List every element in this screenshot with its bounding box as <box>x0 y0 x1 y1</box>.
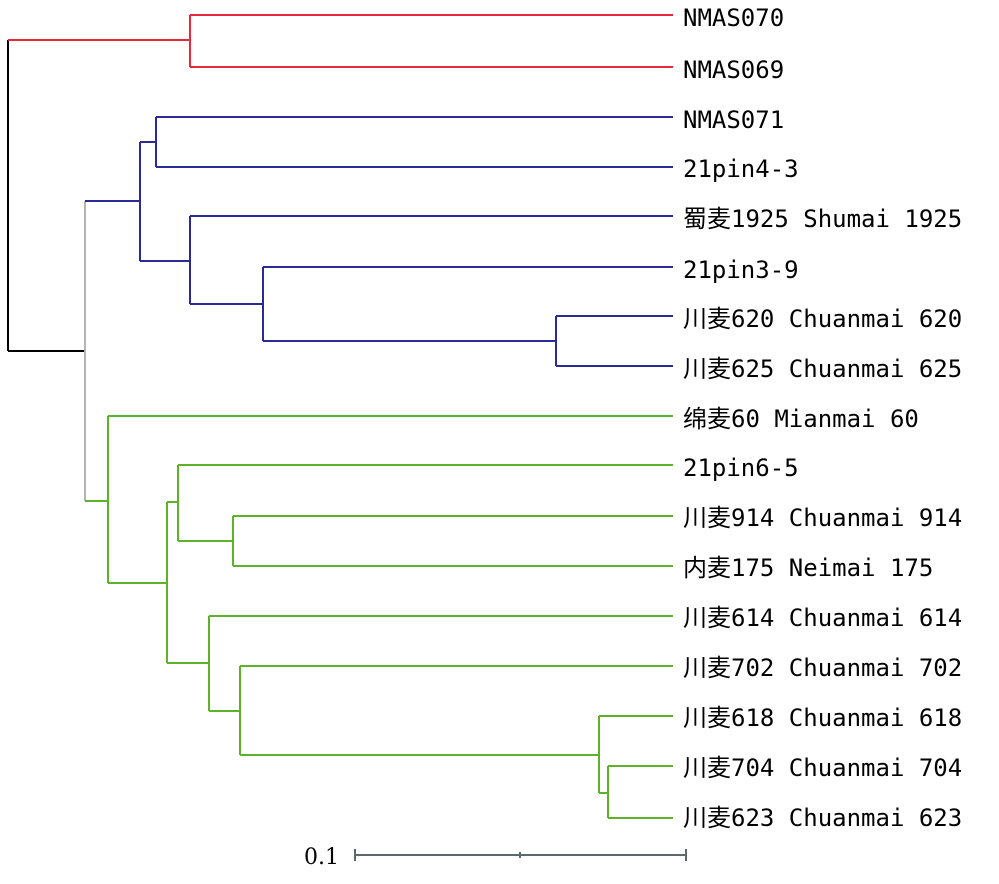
leaf-labels: NMAS070 NMAS069 NMAS071 21pin4-3 蜀麦1925 Shum… <box>683 4 962 832</box>
leaf-label: 川麦620 Chuanmai 620 <box>683 305 962 333</box>
tree-branches <box>7 14 673 819</box>
leaf-label: 内麦175 Neimai 175 <box>683 554 933 582</box>
leaf-label: 川麦625 Chuanmai 625 <box>683 355 962 383</box>
scale-bar-label: 0.1 <box>304 845 339 870</box>
leaf-label: NMAS069 <box>683 56 784 84</box>
leaf-label: 川麦618 Chuanmai 618 <box>683 704 962 732</box>
leaf-label: NMAS070 <box>683 4 784 32</box>
leaf-label: 川麦914 Chuanmai 914 <box>683 504 962 532</box>
leaf-label: 21pin4-3 <box>683 155 799 183</box>
leaf-label: 川麦623 Chuanmai 623 <box>683 804 962 832</box>
leaf-label: NMAS071 <box>683 106 784 134</box>
leaf-label: 川麦614 Chuanmai 614 <box>683 604 962 632</box>
leaf-label: 川麦702 Chuanmai 702 <box>683 654 962 682</box>
leaf-label: 蜀麦1925 Shumai 1925 <box>683 205 962 233</box>
scale-bar: 0.1 <box>304 845 687 870</box>
leaf-label: 川麦704 Chuanmai 704 <box>683 754 962 782</box>
leaf-label: 21pin3-9 <box>683 256 799 284</box>
leaf-label: 绵麦60 Mianmai 60 <box>683 405 919 433</box>
leaf-label: 21pin6-5 <box>683 454 799 482</box>
